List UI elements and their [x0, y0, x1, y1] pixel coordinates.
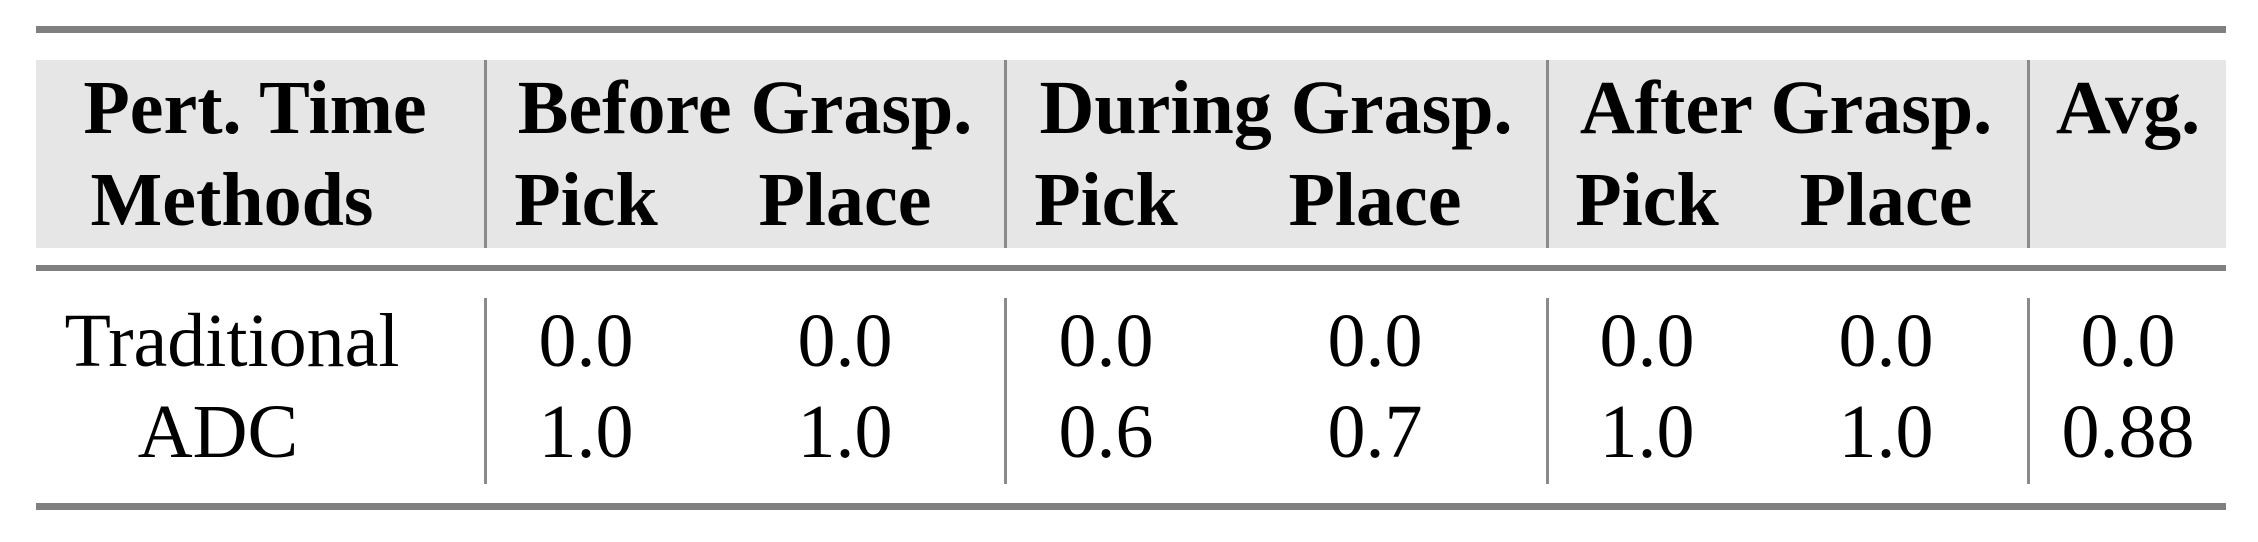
body-divider — [1546, 298, 1549, 484]
body-divider — [1004, 298, 1007, 484]
method-name: ADC — [137, 390, 299, 474]
method-name: Traditional — [64, 299, 400, 383]
cell-value: 1.0 — [797, 390, 893, 474]
cell-value: 0.0 — [1599, 299, 1695, 383]
header-divider — [484, 60, 487, 248]
header-place: Place — [758, 158, 932, 242]
top-rule — [36, 26, 2226, 33]
header-pert-time: Pert. Time — [83, 66, 427, 150]
body-divider — [484, 298, 487, 484]
header-background — [36, 60, 2226, 248]
header-divider — [1546, 60, 1549, 248]
cell-value: 1.0 — [1838, 390, 1934, 474]
cell-value: 0.0 — [797, 299, 893, 383]
header-group-before: Before Grasp. — [517, 66, 973, 150]
header-methods: Methods — [90, 158, 374, 242]
body-divider — [2027, 298, 2030, 484]
header-place: Place — [1799, 158, 1973, 242]
cell-value: 0.0 — [1327, 299, 1423, 383]
header-divider — [1004, 60, 1007, 248]
header-pick: Pick — [1575, 158, 1719, 242]
bottom-rule — [36, 503, 2226, 510]
header-avg: Avg. — [2055, 66, 2201, 150]
header-place: Place — [1288, 158, 1462, 242]
cell-value: 0.0 — [1058, 299, 1154, 383]
cell-value: 0.7 — [1327, 390, 1423, 474]
header-divider — [2027, 60, 2030, 248]
header-group-during: During Grasp. — [1039, 66, 1513, 150]
cell-value: 1.0 — [538, 390, 634, 474]
cell-value: 1.0 — [1599, 390, 1695, 474]
cell-value: 0.0 — [538, 299, 634, 383]
header-pick: Pick — [1034, 158, 1178, 242]
header-group-after: After Grasp. — [1579, 66, 1993, 150]
header-pick: Pick — [514, 158, 658, 242]
cell-avg: 0.88 — [2061, 390, 2195, 474]
mid-rule — [36, 265, 2226, 271]
cell-avg: 0.0 — [2080, 299, 2176, 383]
cell-value: 0.6 — [1058, 390, 1154, 474]
cell-value: 0.0 — [1838, 299, 1934, 383]
